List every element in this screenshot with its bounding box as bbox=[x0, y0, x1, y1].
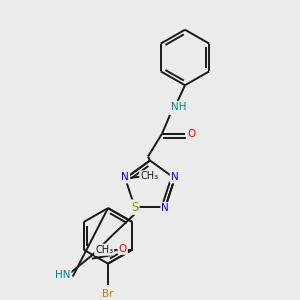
Text: N: N bbox=[161, 203, 169, 213]
Text: CH₃: CH₃ bbox=[140, 171, 158, 182]
Text: O: O bbox=[187, 129, 195, 139]
Text: S: S bbox=[131, 201, 138, 214]
Text: N: N bbox=[171, 172, 178, 182]
Text: Br: Br bbox=[102, 289, 114, 299]
Text: NH: NH bbox=[171, 102, 187, 112]
Text: O: O bbox=[118, 244, 127, 254]
Text: HN: HN bbox=[55, 270, 70, 280]
Text: N: N bbox=[122, 172, 129, 182]
Text: CH₃: CH₃ bbox=[95, 245, 113, 255]
